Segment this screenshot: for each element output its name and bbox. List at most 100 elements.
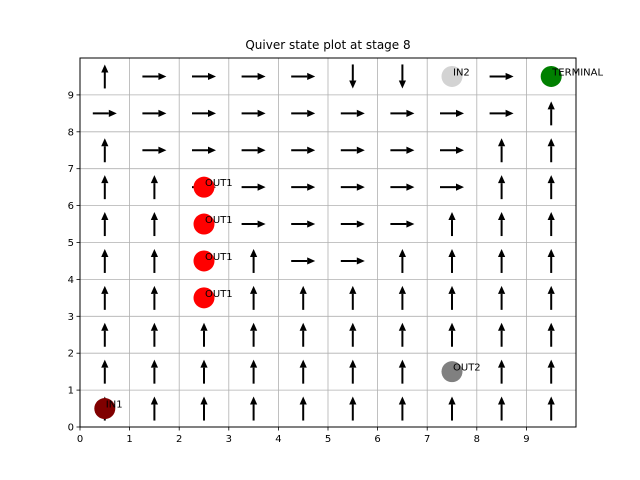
node-label: OUT1 <box>205 252 233 263</box>
arrow-up <box>200 322 208 347</box>
arrow-head <box>406 109 415 117</box>
axis-ticks: 0 1 2 3 4 5 6 7 8 9 0 1 2 3 4 5 6 7 8 9 <box>68 90 530 445</box>
arrow-right <box>489 109 514 117</box>
arrow-right <box>340 109 365 117</box>
arrow-up <box>150 212 158 237</box>
arrow-head <box>398 322 406 331</box>
arrow-head <box>547 322 555 331</box>
arrow-head <box>448 248 456 257</box>
arrow-head <box>547 138 555 147</box>
node-out1: OUT1 <box>193 176 233 198</box>
arrow-head <box>498 359 506 368</box>
arrow-right <box>390 220 415 228</box>
arrow-right <box>192 72 216 81</box>
arrow-right <box>241 109 266 117</box>
arrow-head <box>498 212 506 221</box>
arrow-up <box>299 359 307 384</box>
arrow-head <box>158 72 167 81</box>
arrow-up <box>498 396 506 421</box>
arrow-up <box>547 212 555 237</box>
arrow-head <box>307 183 316 191</box>
arrow-head <box>150 212 158 221</box>
arrow-up <box>498 138 506 163</box>
arrow-head <box>299 396 307 405</box>
node-out1: OUT1 <box>193 287 233 309</box>
arrow-head <box>257 72 266 81</box>
arrow-up <box>398 248 406 273</box>
node-label: IN1 <box>106 400 123 411</box>
arrow-right <box>291 257 316 265</box>
arrow-head <box>101 175 109 184</box>
arrow-head <box>150 396 158 405</box>
arrow-head <box>398 285 406 294</box>
arrow-up <box>448 285 456 310</box>
arrow-head <box>498 396 506 405</box>
arrow-head <box>547 396 555 405</box>
arrow-head <box>250 359 258 368</box>
arrow-up <box>150 285 158 310</box>
arrow-right <box>291 146 316 154</box>
arrow-head <box>356 220 365 228</box>
node-label: IN2 <box>453 67 470 78</box>
node-label: TERMINAL <box>551 67 603 78</box>
arrow-right <box>440 109 464 117</box>
arrow-head <box>498 248 506 257</box>
arrow-head <box>250 322 258 331</box>
arrow-head <box>108 109 117 117</box>
arrow-head <box>101 212 109 221</box>
x-tick-label: 7 <box>424 434 430 445</box>
arrow-head <box>456 109 464 117</box>
x-tick-label: 6 <box>374 434 380 445</box>
x-tick-label: 0 <box>77 434 83 445</box>
arrow-head <box>547 285 555 294</box>
arrow-up <box>150 248 158 273</box>
arrow-head <box>257 220 266 228</box>
node-marker <box>193 250 215 272</box>
arrow-right <box>241 72 266 81</box>
arrow-head <box>101 322 109 331</box>
arrow-up <box>547 138 555 163</box>
y-tick-label: 7 <box>68 164 74 175</box>
arrow-head <box>200 396 208 405</box>
arrow-up <box>547 175 555 200</box>
arrow-up <box>250 359 258 384</box>
arrow-right <box>340 257 365 265</box>
arrow-head <box>349 359 357 368</box>
arrow-head <box>200 322 208 331</box>
arrow-head <box>406 220 415 228</box>
arrow-head <box>547 175 555 184</box>
arrow-head <box>150 175 158 184</box>
arrow-up <box>101 322 109 347</box>
arrow-up <box>498 322 506 347</box>
arrow-right <box>291 183 316 191</box>
node-markers: IN1 OUT1 OUT1 OUT1 OUT1 OUT2 IN2 TERMINAL <box>94 65 603 420</box>
arrow-head <box>498 322 506 331</box>
arrow-head <box>448 322 456 331</box>
arrow-up <box>547 285 555 310</box>
arrow-head <box>101 285 109 294</box>
arrow-head <box>547 248 555 257</box>
arrow-up <box>101 285 109 310</box>
arrow-head <box>398 248 406 257</box>
arrow-head <box>448 396 456 405</box>
arrow-up <box>299 285 307 310</box>
arrow-head <box>307 109 316 117</box>
arrow-right <box>241 183 266 191</box>
arrow-up <box>349 285 357 310</box>
arrow-up <box>448 212 456 237</box>
arrow-right <box>390 146 415 154</box>
arrow-up <box>150 322 158 347</box>
y-tick-label: 2 <box>68 349 74 360</box>
arrow-head <box>547 212 555 221</box>
arrow-right <box>489 72 514 81</box>
arrow-up <box>200 396 208 421</box>
arrow-up <box>547 396 555 421</box>
arrow-right <box>192 146 216 154</box>
arrow-up <box>498 359 506 384</box>
arrow-up <box>101 212 109 237</box>
arrow-right <box>192 109 216 117</box>
arrow-head <box>150 359 158 368</box>
arrow-head <box>299 359 307 368</box>
arrow-head <box>257 109 266 117</box>
arrow-head <box>200 359 208 368</box>
